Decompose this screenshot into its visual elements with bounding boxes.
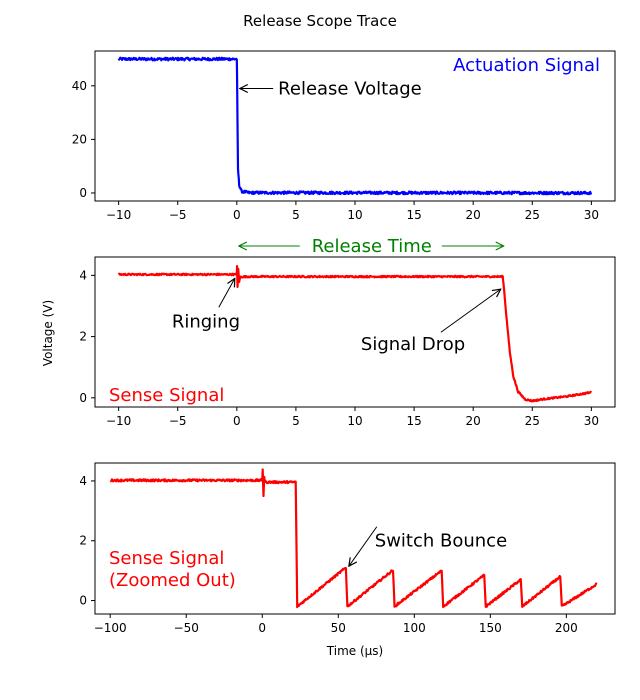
- x-tick-label: 150: [479, 621, 502, 635]
- x-tick-label: 5: [292, 208, 300, 222]
- annotation-text: Switch Bounce: [375, 531, 507, 552]
- annotation-arrow: [218, 278, 235, 308]
- x-tick-label: 0: [233, 208, 241, 222]
- x-axis-label: Time (μs): [326, 644, 383, 658]
- x-tick-label: 20: [466, 414, 481, 428]
- x-tick-label: 30: [584, 414, 599, 428]
- x-tick-label: 20: [466, 208, 481, 222]
- x-tick-label: 10: [347, 208, 362, 222]
- y-tick-label: 40: [72, 79, 87, 93]
- shared-y-axis-label: Voltage (V): [41, 300, 55, 366]
- y-tick-label: 2: [79, 534, 87, 548]
- sense-signal-zoomed-panel: −100 −50 0 50 100 150 200 0 2 4 Sense Signal (Zoome…: [79, 462, 616, 658]
- x-tick-label: −10: [106, 208, 131, 222]
- series-line: [117, 265, 593, 403]
- annotation-text: Release Voltage: [278, 79, 422, 100]
- y-tick-label: 0: [79, 594, 87, 608]
- annotation-arrow: [349, 526, 378, 566]
- x-tick-label: −100: [94, 621, 127, 635]
- y-tick-label: 4: [79, 268, 87, 282]
- x-tick-label: 15: [406, 414, 421, 428]
- x-tick-label: 15: [406, 208, 421, 222]
- y-tick-label: 20: [72, 132, 87, 146]
- annotation-text: Ringing: [172, 311, 240, 332]
- y-tick-label: 2: [79, 330, 87, 344]
- axes-frame: [94, 462, 616, 615]
- actuation-signal-panel: −10 −5 0 5 10 15 20 25 30 0 20 40 Actuation Signal Re…: [72, 50, 616, 222]
- y-tick-label: 0: [79, 391, 87, 405]
- x-tick-label: 0: [233, 414, 241, 428]
- panel-label: Sense Signal: [109, 385, 224, 406]
- annotation-arrow: [440, 289, 501, 333]
- x-tick-label: 0: [258, 621, 266, 635]
- x-tick-label: −5: [169, 208, 187, 222]
- series-line: [117, 56, 593, 196]
- release-time-label: Release Time: [312, 236, 432, 257]
- series-line: [109, 468, 598, 609]
- x-tick-label: 100: [403, 621, 426, 635]
- x-tick-label: 10: [347, 414, 362, 428]
- panel-label: Actuation Signal: [453, 55, 600, 76]
- figure-title: Release Scope Trace: [243, 12, 397, 30]
- x-tick-label: 25: [525, 414, 540, 428]
- y-tick-label: 4: [79, 474, 87, 488]
- x-tick-label: 25: [525, 208, 540, 222]
- y-tick-label: 0: [79, 186, 87, 200]
- x-tick-label: 5: [292, 414, 300, 428]
- sense-signal-panel: −10 −5 0 5 10 15 20 25 30 0 2 4 Sense Signal Ringing S…: [79, 236, 616, 428]
- annotation-text: Signal Drop: [361, 334, 465, 355]
- panel-label: Sense Signal (Zoomed Out): [109, 548, 236, 591]
- x-tick-label: 30: [584, 208, 599, 222]
- x-tick-label: −5: [169, 414, 187, 428]
- x-tick-label: −50: [174, 621, 199, 635]
- x-tick-label: 50: [331, 621, 346, 635]
- x-tick-label: −10: [106, 414, 131, 428]
- x-tick-label: 200: [555, 621, 578, 635]
